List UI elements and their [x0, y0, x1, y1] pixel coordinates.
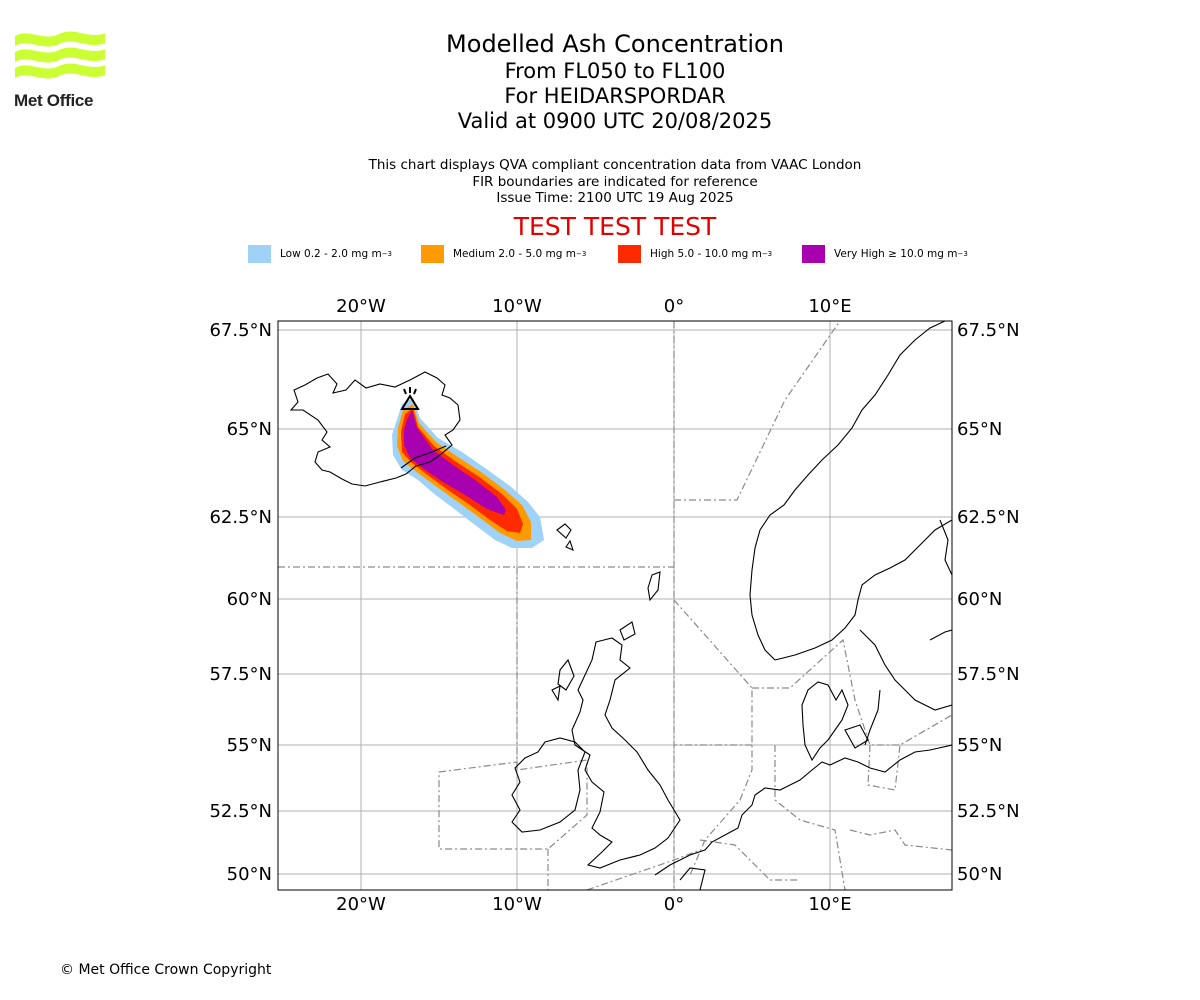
- legend-item-low: Low 0.2 - 2.0 mg m −3: [248, 244, 392, 264]
- lon-label-top: 10°W: [492, 296, 542, 317]
- legend-swatch-low: [248, 245, 271, 263]
- valid-time: Valid at 0900 UTC 20/08/2025: [457, 109, 773, 133]
- coast-great-britain: [571, 637, 681, 869]
- legend-unit-exp: −3: [381, 250, 393, 258]
- legend-label-very-high: Very High ≥ 10.0 mg m: [834, 248, 958, 260]
- chart-titles: Modelled Ash Concentration From FL050 to…: [0, 29, 1200, 134]
- lat-label-right: 65°N: [957, 419, 1002, 440]
- legend-label-low: Low 0.2 - 2.0 mg m: [280, 248, 382, 260]
- legend-unit-exp: −3: [575, 250, 587, 258]
- lat-label-right: 62.5°N: [957, 507, 1020, 528]
- coast-scandinavia: [749, 321, 946, 661]
- map-frame: [277, 320, 953, 891]
- ash-very-high-contour: [404, 410, 506, 515]
- legend-label-high: High 5.0 - 10.0 mg m: [650, 248, 762, 260]
- ash-plume: [392, 398, 544, 548]
- lon-label-bottom: 20°W: [336, 894, 386, 915]
- copyright-notice: © Met Office Crown Copyright: [60, 962, 272, 978]
- met-office-logo-text: Met Office: [14, 91, 94, 110]
- chart-subtitle: This chart displays QVA compliant concen…: [0, 157, 1200, 207]
- fir-boundaries: [278, 321, 952, 890]
- lon-label-bottom: 0°: [664, 894, 684, 915]
- lat-label-left: 67.5°N: [209, 320, 272, 341]
- lon-label-top: 10°E: [808, 296, 851, 317]
- test-banner: TEST TEST TEST: [513, 212, 717, 241]
- legend-swatch-very-high: [802, 245, 825, 263]
- lat-label-right: 60°N: [957, 589, 1002, 610]
- legend-unit-exp: −3: [957, 250, 968, 258]
- subtitle-line-3: Issue Time: 2100 UTC 19 Aug 2025: [496, 190, 734, 206]
- met-office-logo: [15, 31, 105, 79]
- lat-label-right: 57.5°N: [957, 664, 1020, 685]
- lon-label-bottom: 10°E: [808, 894, 851, 915]
- lat-label-left: 60°N: [227, 589, 272, 610]
- lat-label-right: 55°N: [957, 735, 1002, 756]
- lat-label-left: 65°N: [227, 419, 272, 440]
- lat-label-left: 57.5°N: [209, 664, 272, 685]
- lat-label-left: 62.5°N: [209, 507, 272, 528]
- coast-ireland: [511, 737, 586, 833]
- chart-title: Modelled Ash Concentration: [446, 30, 784, 58]
- lat-label-left: 52.5°N: [209, 801, 272, 822]
- legend-swatch-medium: [421, 245, 444, 263]
- subtitle-line-1: This chart displays QVA compliant concen…: [368, 157, 862, 173]
- lat-label-right: 67.5°N: [957, 320, 1020, 341]
- volcano-name: For HEIDARSPORDAR: [504, 84, 726, 108]
- lat-label-left: 55°N: [227, 735, 272, 756]
- coast-denmark: [801, 681, 849, 762]
- flight-level-range: From FL050 to FL100: [504, 59, 726, 83]
- lat-label-left: 50°N: [227, 864, 272, 885]
- coastlines: [289, 321, 952, 890]
- subtitle-line-2: FIR boundaries are indicated for referen…: [472, 173, 758, 190]
- coast-continent: [654, 744, 952, 876]
- legend-swatch-high: [618, 245, 641, 263]
- legend-item-medium: Medium 2.0 - 5.0 mg m −3: [421, 244, 586, 264]
- coast-iceland: [289, 371, 461, 487]
- lon-label-bottom: 10°W: [492, 894, 542, 915]
- lat-label-right: 52.5°N: [957, 801, 1020, 822]
- legend-label-medium: Medium 2.0 - 5.0 mg m: [453, 248, 576, 260]
- legend-unit-exp: −3: [761, 250, 773, 258]
- legend-item-very-high: Very High ≥ 10.0 mg m −3: [802, 244, 968, 264]
- lat-label-right: 50°N: [957, 864, 1002, 885]
- lon-label-top: 0°: [664, 296, 684, 317]
- legend-item-high: High 5.0 - 10.0 mg m −3: [618, 244, 772, 264]
- volcano-icon: [400, 387, 420, 410]
- graticule: [278, 321, 952, 890]
- lon-label-top: 20°W: [336, 296, 386, 317]
